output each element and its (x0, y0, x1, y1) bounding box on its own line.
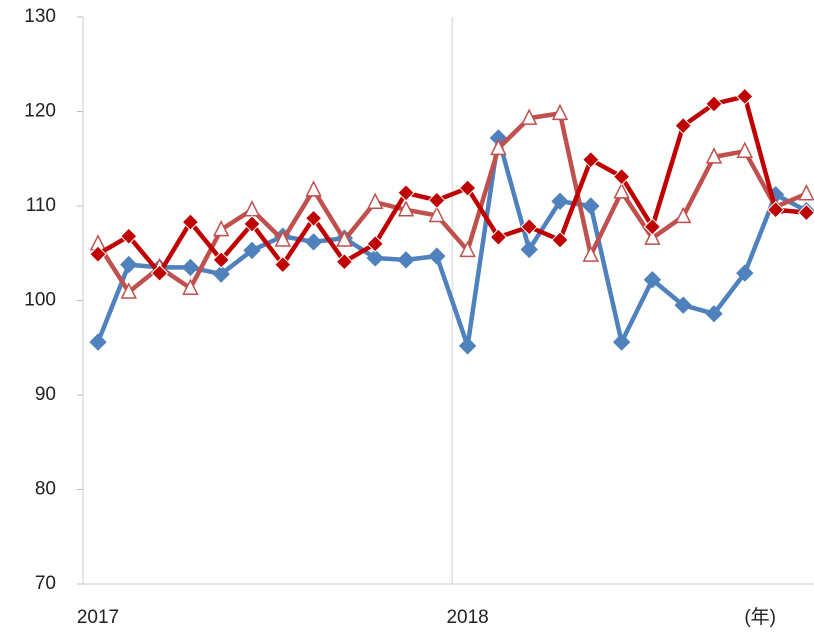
point-marker (736, 264, 754, 282)
y-tick-label: 120 (24, 101, 56, 122)
point-marker (613, 182, 630, 199)
y-tick-label: 130 (24, 6, 56, 27)
point-marker (458, 179, 477, 197)
point-marker (705, 95, 723, 113)
point-marker (366, 249, 384, 267)
point-marker (490, 138, 507, 156)
point-marker (674, 206, 692, 224)
point-marker (428, 205, 446, 223)
point-marker (397, 251, 415, 269)
y-tick-label: 70 (35, 573, 56, 594)
x-tick-label: 2018 (446, 607, 488, 628)
point-marker (643, 218, 662, 236)
point-marker (797, 203, 814, 222)
point-marker (305, 180, 322, 197)
point-marker (551, 231, 569, 249)
point-marker (705, 305, 723, 323)
point-marker (243, 241, 261, 260)
point-marker (120, 282, 138, 299)
point-marker (643, 271, 662, 289)
point-marker (181, 213, 200, 231)
point-marker (612, 167, 631, 186)
series-line (96, 111, 808, 295)
point-marker (89, 333, 107, 351)
point-marker (274, 230, 292, 247)
point-marker (181, 258, 200, 277)
point-marker (243, 200, 261, 217)
point-marker (520, 240, 538, 259)
point-marker (489, 228, 508, 246)
point-marker (182, 278, 199, 295)
y-tick-label: 110 (26, 195, 56, 216)
point-marker (212, 251, 230, 269)
point-marker (520, 218, 538, 236)
point-marker (304, 209, 323, 227)
point-marker (150, 264, 169, 282)
point-marker (582, 245, 600, 262)
point-marker (766, 201, 785, 219)
x-axis-annotation: (年) (744, 606, 776, 628)
point-marker (551, 192, 569, 210)
point-marker (428, 247, 446, 265)
point-marker (335, 253, 354, 271)
point-marker (212, 219, 230, 237)
point-marker (798, 184, 814, 201)
point-marker (120, 227, 138, 245)
point-marker (212, 265, 230, 283)
point-marker (458, 337, 477, 355)
point-marker (243, 215, 261, 233)
point-marker (705, 147, 723, 164)
point-marker (366, 192, 384, 209)
point-marker (582, 197, 600, 215)
point-marker (520, 108, 538, 125)
point-marker (736, 87, 754, 106)
point-marker (274, 255, 292, 274)
point-marker (397, 184, 415, 202)
point-marker (336, 230, 353, 247)
point-marker (120, 255, 138, 274)
point-marker (582, 150, 600, 169)
y-tick-label: 80 (35, 479, 56, 500)
point-marker (397, 200, 415, 217)
y-tick-label: 100 (24, 290, 56, 311)
point-marker (366, 235, 384, 253)
point-marker (736, 141, 754, 158)
point-marker (459, 240, 476, 258)
y-tick-label: 90 (35, 384, 56, 405)
point-marker (612, 333, 631, 351)
point-marker (644, 228, 661, 245)
point-marker (674, 296, 692, 314)
point-marker (89, 245, 107, 263)
point-marker (304, 233, 323, 251)
point-marker (551, 103, 569, 121)
series-line (96, 94, 807, 276)
point-marker (428, 191, 446, 210)
x-tick-label: 2017 (77, 607, 119, 628)
point-marker (674, 116, 692, 135)
